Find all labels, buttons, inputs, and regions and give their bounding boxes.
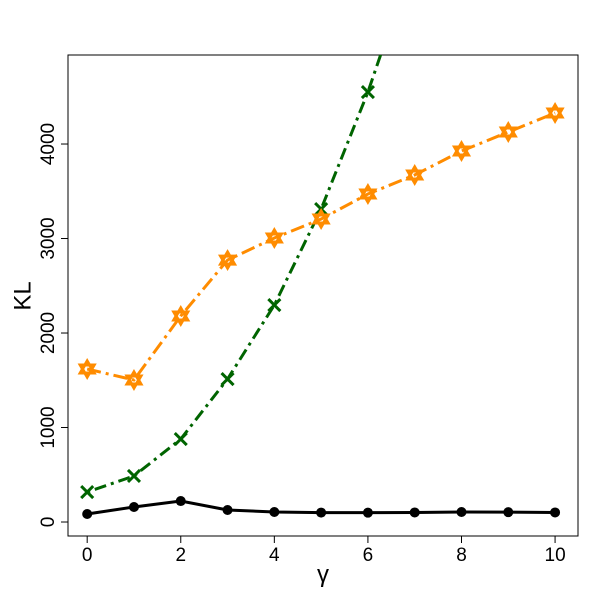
x-tick-label: 8 bbox=[456, 545, 467, 566]
point bbox=[545, 102, 565, 125]
y-tick-label: 4000 bbox=[38, 123, 59, 165]
point bbox=[503, 507, 514, 518]
point bbox=[267, 297, 282, 313]
point bbox=[82, 508, 93, 519]
point bbox=[316, 507, 327, 518]
y-tick-label: 0 bbox=[38, 517, 59, 528]
plot-frame bbox=[67, 54, 579, 537]
series-line bbox=[86, 111, 556, 382]
y-tick-label: 2000 bbox=[38, 312, 59, 354]
point bbox=[124, 368, 144, 391]
x-tick-label: 0 bbox=[82, 545, 93, 566]
x-tick-label: 10 bbox=[545, 545, 566, 566]
point bbox=[80, 484, 95, 500]
point bbox=[217, 249, 238, 272]
point bbox=[360, 84, 375, 100]
x-axis-label: γ bbox=[317, 561, 329, 588]
series-line bbox=[86, 55, 383, 494]
y-tick-label: 1000 bbox=[38, 406, 59, 448]
x-tick-label: 6 bbox=[363, 545, 374, 566]
point bbox=[362, 507, 373, 518]
point bbox=[311, 208, 331, 231]
x-tick-label: 4 bbox=[269, 545, 280, 566]
point bbox=[405, 164, 425, 187]
point bbox=[222, 505, 233, 516]
point bbox=[409, 507, 420, 518]
y-tick-label: 3000 bbox=[38, 217, 59, 259]
plot-area bbox=[77, 55, 565, 519]
point bbox=[269, 506, 280, 517]
point bbox=[264, 227, 284, 250]
point bbox=[220, 371, 235, 387]
point bbox=[77, 358, 97, 381]
point bbox=[498, 121, 518, 144]
point bbox=[126, 468, 142, 484]
point bbox=[171, 305, 191, 327]
point bbox=[173, 431, 188, 447]
x-tick-label: 2 bbox=[175, 545, 186, 566]
point bbox=[175, 496, 186, 507]
point bbox=[456, 506, 467, 517]
point bbox=[451, 140, 472, 163]
point bbox=[358, 183, 378, 205]
point bbox=[550, 507, 561, 518]
y-axis-label: KL bbox=[9, 281, 36, 310]
point bbox=[128, 501, 139, 512]
